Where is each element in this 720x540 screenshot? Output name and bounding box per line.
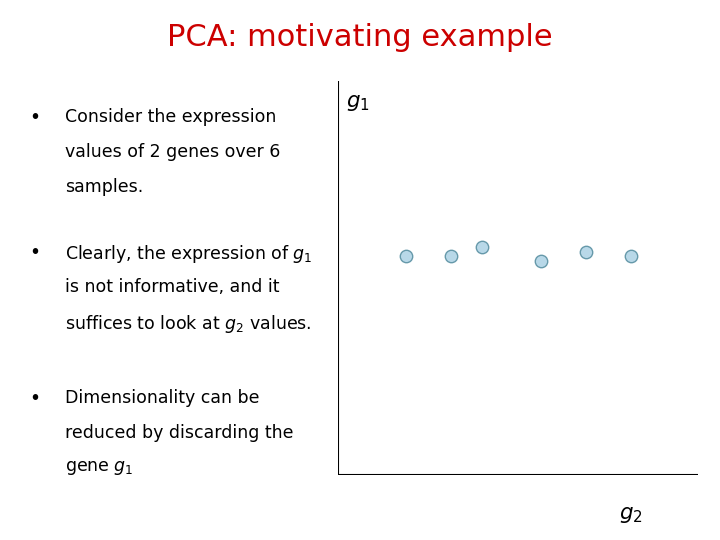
Text: Consider the expression: Consider the expression (65, 108, 276, 126)
Point (477, 243, 488, 252)
Point (625, 252, 636, 260)
Text: is not informative, and it: is not informative, and it (65, 278, 279, 296)
Text: samples.: samples. (65, 178, 143, 196)
Point (580, 247, 592, 256)
Text: reduced by discarding the: reduced by discarding the (65, 424, 293, 442)
Point (400, 252, 412, 260)
Point (445, 252, 456, 260)
Text: suffices to look at $g_2$ values.: suffices to look at $g_2$ values. (65, 313, 311, 335)
Text: PCA: motivating example: PCA: motivating example (167, 23, 553, 52)
Text: Clearly, the expression of $g_1$: Clearly, the expression of $g_1$ (65, 243, 312, 265)
Text: $g_1$: $g_1$ (346, 93, 370, 113)
Text: •: • (29, 389, 40, 408)
Text: •: • (29, 108, 40, 127)
Text: •: • (29, 243, 40, 262)
Text: $g_2$: $g_2$ (619, 504, 643, 525)
Text: values of 2 genes over 6: values of 2 genes over 6 (65, 143, 280, 161)
Point (535, 256, 546, 265)
Text: gene $g_1$: gene $g_1$ (65, 459, 133, 477)
Text: Dimensionality can be: Dimensionality can be (65, 389, 259, 407)
